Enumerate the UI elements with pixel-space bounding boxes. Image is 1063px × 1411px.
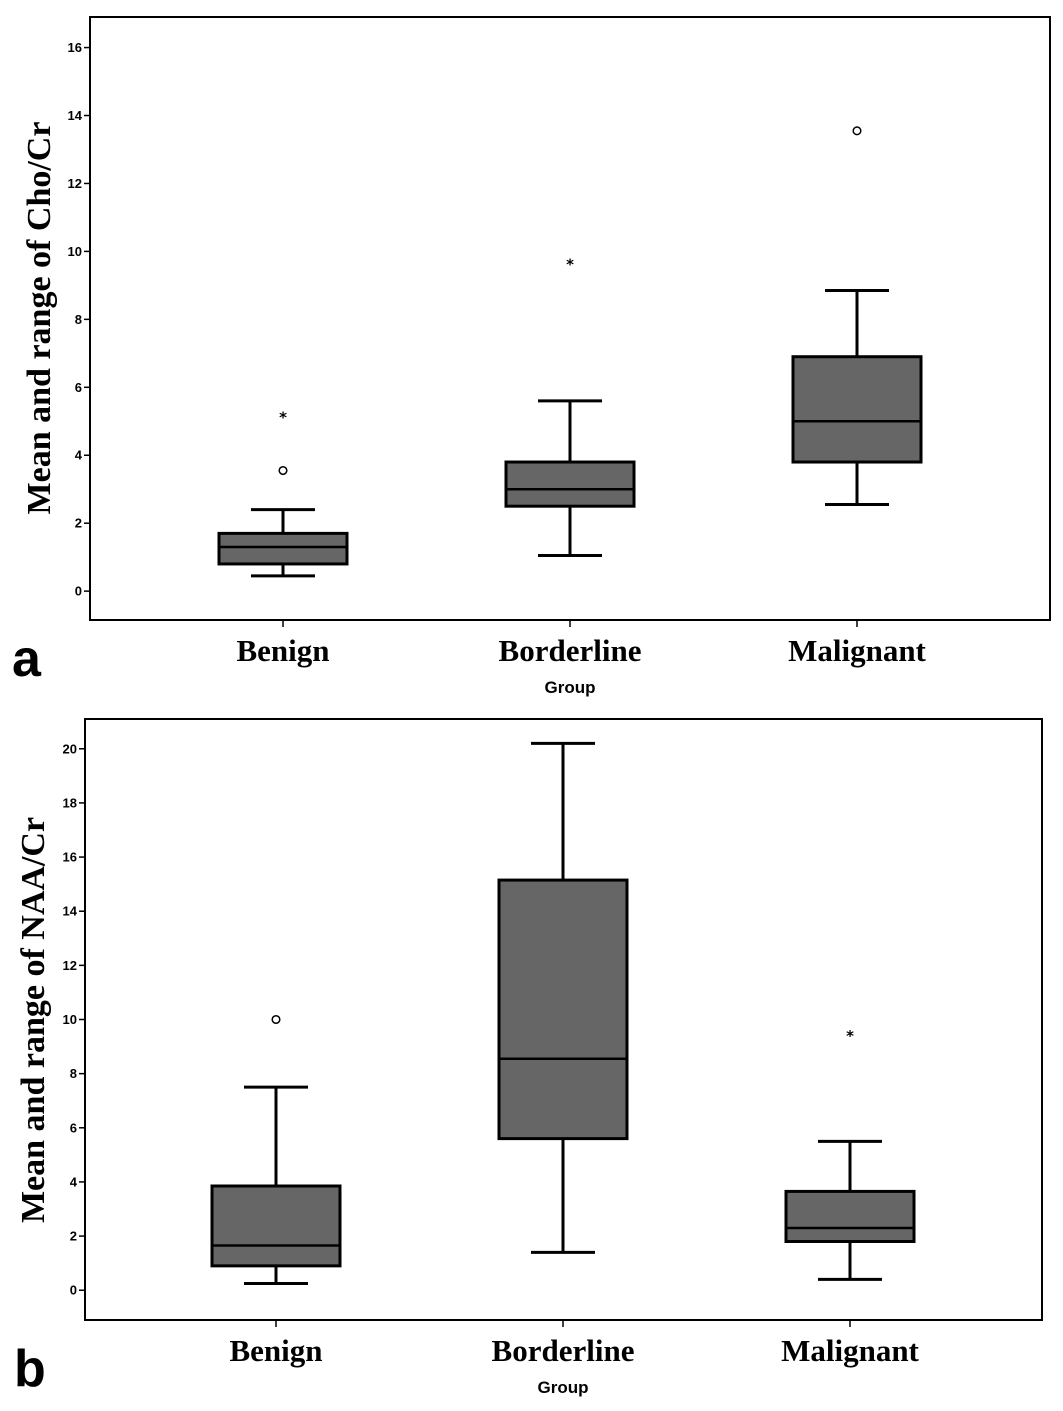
chart-a-outlier-circle-benign-0	[278, 465, 288, 476]
chart-a-y-axis-label: Mean and range of Cho/Cr	[21, 122, 58, 515]
chart-b-ytick-label-2: 2	[70, 1229, 77, 1244]
chart-b-x-ticks	[275, 1320, 851, 1327]
panel-label-b: b	[14, 1340, 46, 1398]
chart-b-iqr-box-malignant	[784, 1189, 916, 1243]
chart-b-category-benign: Benign	[229, 1333, 322, 1368]
chart-b-iqr-box-benign	[210, 1184, 342, 1268]
chart-b-outlier-star-malignant-0: *	[846, 1027, 854, 1045]
chart-a-category-borderline: Borderline	[499, 633, 642, 668]
chart-a-ytick-label-12: 12	[68, 176, 82, 191]
chart-a-ytick-label-10: 10	[68, 244, 82, 259]
chart-b-ytick-label-4: 4	[70, 1174, 78, 1189]
chart-a-outlier-star-benign-1: *	[279, 408, 287, 426]
chart-b-ytick-label-14: 14	[63, 904, 78, 919]
chart-b-box-benign	[210, 1014, 342, 1285]
chart-a-iqr-box-benign	[217, 531, 349, 566]
chart-b-ytick-label-8: 8	[70, 1066, 77, 1081]
chart-a-category-malignant: Malignant	[788, 633, 926, 668]
chart-a-outlier-circle-malignant-0	[852, 126, 862, 136]
chart-b-box-borderline	[497, 741, 629, 1254]
chart-a-box-malignant	[791, 126, 923, 506]
chart-a-iqr-box-malignant	[791, 355, 923, 464]
chart-b-ytick-label-16: 16	[63, 850, 77, 865]
chart-b-ytick-label-18: 18	[63, 795, 77, 810]
chart-b-category-malignant: Malignant	[781, 1333, 919, 1368]
chart-a-ytick-label-8: 8	[75, 312, 82, 327]
chart-a-ytick-label-4: 4	[75, 448, 83, 463]
chart-a-ytick-label-6: 6	[75, 380, 82, 395]
chart-a-y-axis: 0 2 4 6 8 10 12 14 16	[68, 40, 90, 599]
chart-b-boxes: *	[210, 741, 916, 1285]
chart-b-y-axis: 0 2 4 6 8 10 12 14 16 18 20	[63, 741, 85, 1298]
chart-a-ytick-label-16: 16	[68, 40, 82, 55]
chart-b: 0 2 4 6 8 10 12 14 16 18 20 * Benign Borderline Ma…	[14, 718, 1043, 1398]
panel-label-a: a	[12, 630, 42, 688]
chart-a-x-axis-label: Group	[545, 678, 596, 697]
chart-a-category-labels: Benign Borderline Malignant	[236, 633, 926, 668]
chart-a-boxes: **	[217, 126, 923, 578]
chart-b-category-labels: Benign Borderline Malignant	[229, 1333, 919, 1368]
chart-b-x-axis-label: Group	[538, 1378, 589, 1397]
chart-b-outlier-circle-benign-0	[271, 1014, 281, 1025]
chart-b-ytick-label-12: 12	[63, 958, 77, 973]
chart-b-ytick-label-20: 20	[63, 741, 77, 756]
chart-b-ytick-label-0: 0	[70, 1283, 77, 1298]
chart-a-category-benign: Benign	[236, 633, 329, 668]
chart-a-box-borderline: *	[504, 256, 636, 557]
chart-a-ytick-label-14: 14	[68, 108, 83, 123]
chart-b-ytick-label-10: 10	[63, 1012, 77, 1027]
chart-b-iqr-box-borderline	[497, 878, 629, 1141]
chart-b-category-borderline: Borderline	[492, 1333, 635, 1368]
chart-a-outlier-star-borderline-0: *	[566, 256, 574, 274]
chart-a-ytick-label-0: 0	[75, 584, 82, 599]
chart-a-iqr-box-borderline	[504, 460, 636, 508]
chart-b-y-axis-label: Mean and range of NAA/Cr	[15, 817, 52, 1223]
chart-a-x-ticks	[282, 620, 858, 627]
chart-b-box-malignant: *	[784, 1027, 916, 1281]
chart-a-box-benign: *	[217, 408, 349, 578]
chart-b-ytick-label-6: 6	[70, 1120, 77, 1135]
chart-a-ytick-label-2: 2	[75, 516, 82, 531]
